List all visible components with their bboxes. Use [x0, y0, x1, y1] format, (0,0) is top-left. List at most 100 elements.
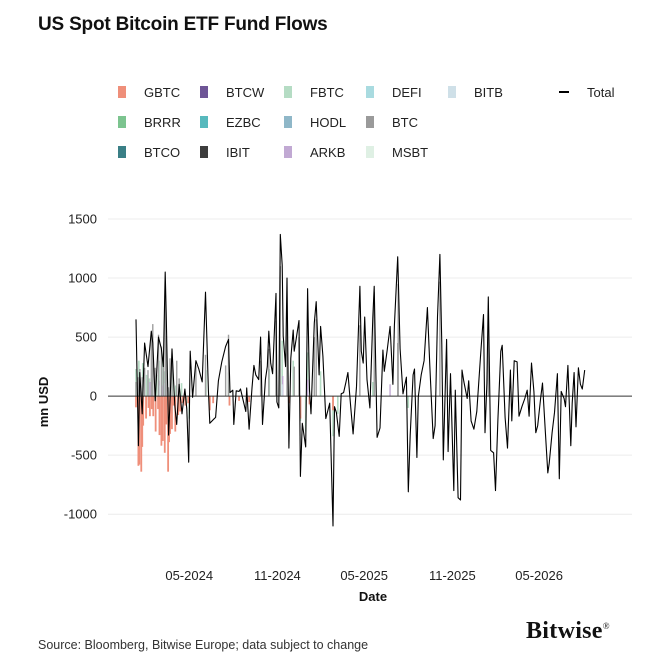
x-axis-ticks: 05-2024 11-2024 05-2025 11-2025 05-2026	[165, 568, 563, 583]
bar-gbtc	[154, 396, 157, 432]
bar-gbtc	[212, 396, 215, 404]
bar-ibit	[171, 358, 173, 397]
bar-fbtc	[292, 360, 295, 397]
bitwise-logo: Bitwise®	[526, 618, 610, 644]
bar-ibit	[293, 366, 295, 397]
legend-item-bitb: BITB	[448, 84, 503, 100]
legend-swatch-btcw	[200, 86, 208, 98]
bar-gbtc	[181, 396, 184, 404]
legend-swatch-btco	[118, 146, 126, 158]
bar-ibit	[147, 370, 149, 397]
total-line	[135, 233, 586, 527]
bar-arkb	[149, 381, 151, 397]
bar-gbtc	[165, 396, 168, 425]
bar-ibit	[259, 360, 262, 397]
bar-gbtc	[145, 396, 147, 419]
legend-label: IBIT	[226, 144, 250, 160]
bar-gbtc	[163, 396, 166, 453]
bar-gbtc	[169, 396, 171, 434]
legend-swatch-btc	[366, 116, 374, 128]
legend-item-defi: DEFI	[366, 84, 422, 100]
bar-ibit	[487, 320, 490, 397]
x-tick-label: 11-2025	[429, 568, 476, 583]
legend-item-ezbc: EZBC	[200, 114, 261, 130]
bar-arkb	[389, 384, 391, 397]
bar-gbtc	[158, 396, 161, 436]
bar-gbtc	[179, 396, 182, 412]
y-tick-label: 1000	[68, 271, 97, 286]
legend-label: EZBC	[226, 114, 261, 130]
y-tick-label: 500	[75, 330, 97, 345]
bar-ibit	[135, 381, 137, 397]
legend-swatch-total	[559, 91, 569, 93]
y-tick-label: -1000	[64, 507, 97, 522]
bar-gbtc	[150, 396, 153, 410]
bar-gbtc	[299, 396, 302, 419]
bar-fbtc	[372, 381, 374, 397]
legend-swatch-brrr	[118, 116, 126, 128]
bar-fbtc	[306, 352, 309, 397]
x-tick-label: 05-2025	[340, 568, 388, 583]
bar-gbtc	[184, 396, 187, 406]
bar-gbtc	[238, 396, 240, 401]
source-note: Source: Bloomberg, Bitwise Europe; data …	[38, 638, 369, 652]
bar-fbtc	[319, 371, 322, 397]
y-axis-ticks: 1500 1000 500 0 -500 -1000	[64, 212, 97, 522]
legend-swatch-gbtc	[118, 86, 126, 98]
x-tick-label: 05-2026	[515, 568, 563, 583]
bar-ibit	[227, 334, 230, 397]
legend-label: BTCO	[144, 144, 181, 160]
legend-item-arkb: ARKB	[284, 144, 345, 160]
legend-item-hodl: HODL	[284, 114, 346, 130]
x-axis-label: Date	[359, 589, 387, 604]
legend-swatch-msbt	[366, 146, 374, 158]
legend-label: ARKB	[310, 144, 346, 160]
bar-gbtc	[141, 396, 144, 447]
bar-gbtc	[142, 396, 145, 426]
bar-fbtc	[174, 385, 177, 397]
legend-item-btcw: BTCW	[200, 84, 264, 100]
bar-ibit	[195, 365, 197, 397]
legend-item-btc: BTC	[366, 114, 418, 130]
bar-ibit	[313, 337, 316, 397]
x-tick-label: 05-2024	[165, 568, 213, 583]
bar-ibit	[204, 354, 207, 397]
bar-gbtc	[288, 396, 290, 404]
legend-label: GBTC	[144, 84, 181, 100]
bar-ibit	[275, 320, 277, 397]
bar-ibit	[176, 360, 178, 397]
y-tick-label: 0	[90, 389, 97, 404]
bar-fbtc	[407, 396, 410, 408]
bar-gbtc	[332, 396, 334, 411]
bar-gbtc	[248, 396, 251, 403]
legend-swatch-ibit	[200, 146, 208, 158]
y-axis-label: mn USD	[36, 377, 51, 428]
bar-ibit	[154, 367, 156, 397]
bar-ibit	[157, 334, 160, 397]
bar-ibit	[315, 319, 317, 397]
bar-fbtc	[180, 383, 183, 397]
bar-fbtc	[332, 396, 334, 437]
legend-item-msbt: MSBT	[366, 144, 428, 160]
legend-item-total: Total	[559, 84, 614, 100]
legend-swatch-fbtc	[284, 86, 292, 98]
bar-gbtc	[308, 396, 311, 405]
grid-lines	[108, 218, 632, 515]
bar-fbtc	[155, 374, 158, 397]
legend-item-fbtc: FBTC	[284, 84, 344, 100]
bar-ibit	[286, 319, 288, 397]
legend-label: MSBT	[392, 144, 429, 160]
chart-legend: GBTC BTCW FBTC DEFI BITB Total BRRR EZBC HODL BTC…	[118, 84, 638, 174]
legend-label: BTC	[392, 114, 418, 130]
bar-gbtc	[228, 396, 231, 406]
bar-gbtc	[138, 396, 141, 465]
bar-fbtc	[145, 374, 148, 397]
y-tick-label: -500	[71, 448, 97, 463]
bar-ibit	[279, 266, 281, 397]
legend-swatch-arkb	[284, 146, 292, 158]
legend-label: HODL	[310, 114, 347, 130]
total-flow-line	[135, 233, 586, 527]
bar-ibit	[167, 387, 170, 397]
bar-ibit	[141, 377, 143, 397]
